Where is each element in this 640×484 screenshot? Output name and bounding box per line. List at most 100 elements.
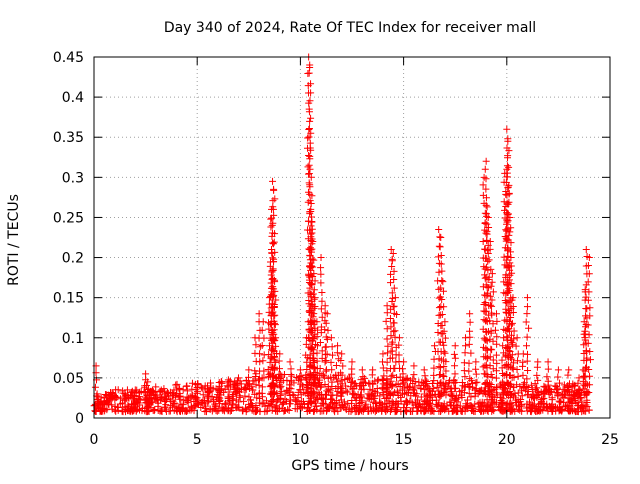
y-tick-label: 0.25 bbox=[53, 210, 84, 226]
data-point-trail bbox=[510, 335, 518, 343]
data-point-trail bbox=[500, 198, 508, 206]
data-point-trail bbox=[533, 363, 541, 371]
baseline-point bbox=[456, 388, 464, 396]
data-point-trail bbox=[252, 341, 260, 349]
data-point-trail bbox=[390, 319, 398, 327]
data-point bbox=[272, 334, 280, 342]
baseline-point bbox=[471, 400, 479, 408]
data-point bbox=[523, 294, 531, 302]
data-point-trail bbox=[96, 400, 104, 408]
data-point-trail bbox=[451, 370, 459, 378]
baseline-point bbox=[310, 405, 318, 413]
baseline-point bbox=[361, 402, 369, 410]
data-point-trail bbox=[523, 391, 531, 399]
data-point-trail bbox=[486, 245, 494, 253]
data-point-trail bbox=[272, 358, 280, 366]
baseline-point bbox=[530, 400, 538, 408]
data-point-trail bbox=[486, 301, 494, 309]
baseline-point bbox=[286, 400, 294, 408]
data-point bbox=[391, 294, 399, 302]
data-point bbox=[311, 294, 319, 302]
data-point-trail bbox=[111, 396, 119, 404]
data-point-trail bbox=[481, 298, 489, 306]
data-point-trail bbox=[442, 391, 450, 399]
data-point-trail bbox=[390, 328, 398, 336]
data-point-trail bbox=[584, 321, 592, 329]
baseline-point bbox=[101, 405, 109, 413]
baseline-point bbox=[392, 397, 400, 405]
baseline-point bbox=[223, 382, 231, 390]
baseline-point bbox=[489, 386, 497, 394]
baseline-point bbox=[366, 391, 374, 399]
data-point-trail bbox=[384, 349, 392, 357]
data-point-trail bbox=[481, 390, 489, 398]
baseline-point bbox=[315, 378, 323, 386]
y-tick-label: 0.1 bbox=[62, 331, 84, 347]
data-point-trail bbox=[586, 381, 594, 389]
data-point-trail bbox=[307, 199, 315, 207]
data-point-trail bbox=[505, 189, 513, 197]
data-point-trail bbox=[271, 287, 279, 295]
baseline-point bbox=[152, 383, 160, 391]
data-point-trail bbox=[451, 354, 459, 362]
baseline-point bbox=[463, 396, 471, 404]
baseline-point bbox=[132, 407, 140, 415]
baseline-point bbox=[371, 400, 379, 408]
baseline-point bbox=[426, 387, 434, 395]
data-point bbox=[509, 294, 517, 302]
data-point-trail bbox=[509, 303, 517, 311]
baseline-point bbox=[229, 396, 237, 404]
data-point-trail bbox=[486, 292, 494, 300]
data-point-trail bbox=[382, 317, 390, 325]
data-point-trail bbox=[287, 370, 295, 378]
data-point bbox=[255, 310, 263, 318]
baseline-point bbox=[342, 387, 350, 395]
data-point-trail bbox=[581, 373, 589, 381]
data-point-trail bbox=[533, 371, 541, 379]
baseline-point bbox=[114, 386, 122, 394]
baseline-point bbox=[240, 386, 248, 394]
baseline-point bbox=[247, 396, 255, 404]
data-point-trail bbox=[311, 277, 319, 285]
data-point-trail bbox=[533, 384, 541, 392]
data-point-trail bbox=[442, 367, 450, 375]
baseline-point bbox=[567, 397, 575, 405]
data-point-trail bbox=[310, 256, 318, 264]
data-point-trail bbox=[324, 326, 332, 334]
baseline-point bbox=[491, 400, 499, 408]
baseline-point bbox=[486, 392, 494, 400]
data-point-trail bbox=[440, 327, 448, 335]
data-point bbox=[193, 384, 201, 392]
data-point bbox=[270, 258, 278, 266]
data-point-trail bbox=[462, 342, 470, 350]
data-point-trail bbox=[483, 203, 491, 211]
data-point-trail bbox=[388, 262, 396, 270]
data-point-trail bbox=[507, 224, 515, 232]
data-point bbox=[439, 278, 447, 286]
baseline-point bbox=[574, 401, 582, 409]
data-point-trail bbox=[256, 350, 264, 358]
data-point-trail bbox=[492, 367, 500, 375]
baseline-point bbox=[262, 397, 270, 405]
baseline-point bbox=[217, 378, 225, 386]
data-point-trail bbox=[305, 297, 313, 305]
data-point-trail bbox=[485, 224, 493, 232]
data-point bbox=[544, 358, 552, 366]
data-point-trail bbox=[267, 223, 275, 231]
data-point-trail bbox=[267, 271, 275, 279]
baseline-point bbox=[341, 376, 349, 384]
data-point-trail bbox=[482, 185, 490, 193]
data-point-trail bbox=[269, 308, 277, 316]
data-point-trail bbox=[442, 381, 450, 389]
baseline-point bbox=[448, 393, 456, 401]
data-point-trail bbox=[271, 195, 279, 203]
data-point-trail bbox=[269, 239, 277, 247]
data-point-trail bbox=[271, 248, 279, 256]
data-point-trail bbox=[270, 303, 278, 311]
data-point-trail bbox=[484, 372, 492, 380]
data-point-trail bbox=[270, 238, 278, 246]
baseline-point bbox=[160, 385, 168, 393]
baseline-point bbox=[146, 399, 154, 407]
data-point-trail bbox=[287, 377, 295, 385]
baseline-point bbox=[391, 408, 399, 416]
